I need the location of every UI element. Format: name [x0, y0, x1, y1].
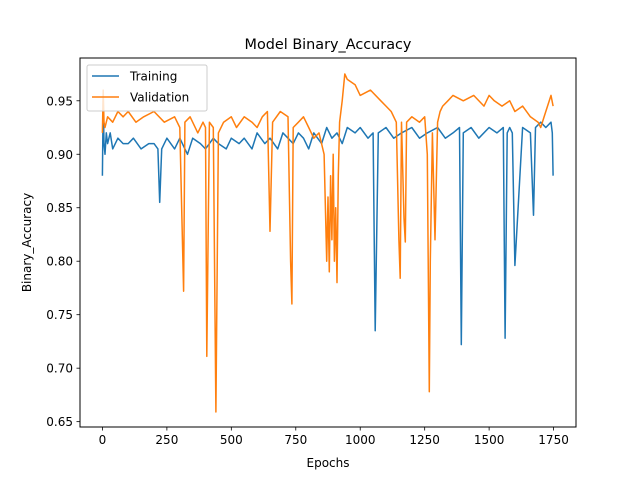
series-line-validation [101, 73, 554, 413]
y-tick-label: 0.85 [46, 201, 73, 215]
x-tick-label: 1500 [474, 433, 505, 447]
y-tick-label: 0.75 [46, 308, 73, 322]
x-tick-label: 500 [220, 433, 243, 447]
legend: Training Validation [86, 64, 208, 112]
x-axis-label: Epochs [307, 456, 350, 470]
y-tick-label: 0.80 [46, 255, 73, 269]
series-line-training [101, 100, 554, 346]
y-axis: 0.65 0.70 0.75 0.80 0.85 0.90 0.95 [46, 94, 80, 429]
y-axis-label: Binary_Accuracy [20, 193, 34, 292]
x-tick-label: 1750 [538, 433, 569, 447]
legend-label-validation: Validation [130, 91, 189, 105]
axes-frame [79, 57, 577, 428]
x-tick-label: 750 [284, 433, 307, 447]
x-tick-label: 1250 [409, 433, 440, 447]
plot-area [101, 73, 554, 413]
x-tick-label: 250 [155, 433, 178, 447]
y-tick-label: 0.90 [46, 148, 73, 162]
y-tick-label: 0.65 [46, 415, 73, 429]
x-axis: 0 250 500 750 1000 1250 1500 1750 [99, 427, 569, 447]
legend-label-training: Training [129, 70, 177, 84]
x-tick-label: 0 [99, 433, 107, 447]
chart-title: Model Binary_Accuracy [245, 37, 412, 53]
y-tick-label: 0.70 [46, 362, 73, 376]
x-tick-label: 1000 [345, 433, 376, 447]
y-tick-label: 0.95 [46, 94, 73, 108]
